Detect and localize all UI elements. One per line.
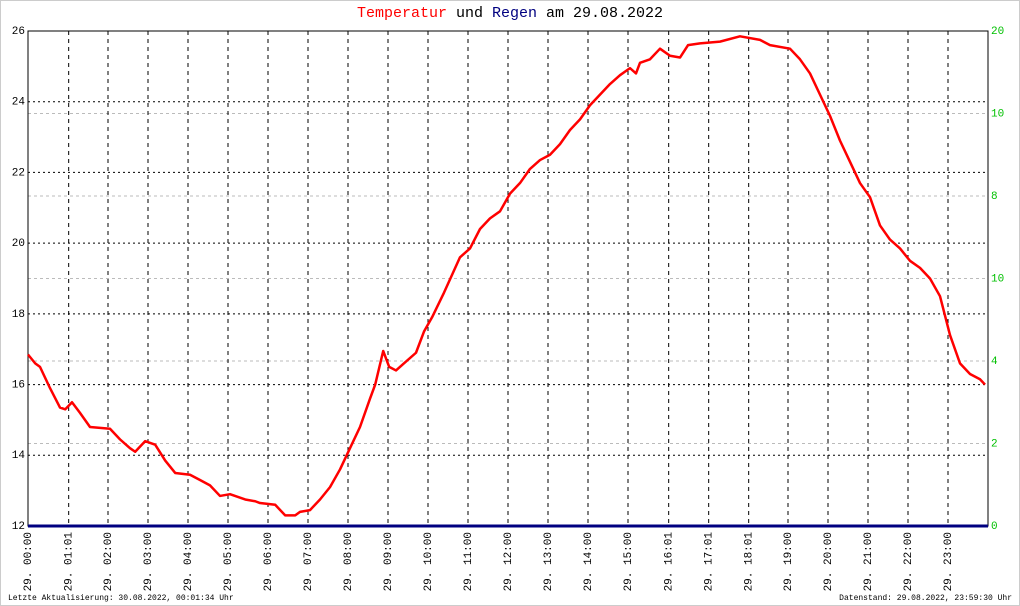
x-tick-label: 29. 02:00 bbox=[103, 532, 115, 591]
x-tick-label: 29. 16:01 bbox=[664, 532, 676, 592]
x-tick-label: 29. 12:00 bbox=[503, 532, 515, 591]
y-tick-label: 24 bbox=[12, 97, 26, 109]
y2-tick-label: 8 bbox=[991, 191, 998, 203]
title-joiner: und bbox=[456, 5, 483, 22]
x-tick-label: 29. 06:00 bbox=[263, 532, 275, 591]
x-tick-label: 29. 08:00 bbox=[343, 532, 355, 591]
footer-right: Datenstand: 29.08.2022, 23:59:30 Uhr bbox=[839, 594, 1012, 603]
y2-tick-label: 2 bbox=[991, 438, 998, 450]
y-tick-label: 18 bbox=[12, 309, 25, 321]
footer-left: Letzte Aktualisierung: 30.08.2022, 00:01… bbox=[8, 594, 234, 603]
x-tick-label: 29. 17:01 bbox=[704, 532, 716, 592]
y-tick-label: 20 bbox=[12, 238, 25, 250]
x-tick-label: 29. 22:00 bbox=[903, 532, 915, 591]
x-tick-label: 29. 18:01 bbox=[744, 532, 756, 592]
chart-title: Temperatur und Regen am 29.08.2022 bbox=[357, 5, 663, 22]
x-tick-label: 29. 07:00 bbox=[303, 532, 315, 591]
x-tick-label: 29. 20:00 bbox=[823, 532, 835, 591]
x-tick-label: 29. 03:00 bbox=[143, 532, 155, 591]
y-tick-label: 22 bbox=[12, 167, 25, 179]
y2-tick-label: 4 bbox=[991, 356, 998, 368]
title-series: Regen bbox=[492, 5, 537, 22]
title-series: Temperatur bbox=[357, 5, 447, 22]
x-tick-label: 29. 13:00 bbox=[543, 532, 555, 591]
x-tick-label: 29. 23:00 bbox=[943, 532, 955, 591]
y-tick-label: 12 bbox=[12, 521, 25, 533]
x-tick-label: 29. 00:00 bbox=[23, 532, 35, 591]
x-tick-label: 29. 11:00 bbox=[463, 532, 475, 591]
x-tick-label: 29. 04:00 bbox=[183, 532, 195, 591]
x-tick-label: 29. 09:00 bbox=[383, 532, 395, 591]
y-tick-label: 14 bbox=[12, 450, 26, 462]
y-tick-label: 16 bbox=[12, 379, 25, 391]
y2-tick-label: 0 bbox=[991, 521, 998, 533]
x-tick-label: 29. 21:00 bbox=[863, 532, 875, 591]
title-date: am 29.08.2022 bbox=[546, 5, 663, 22]
x-tick-label: 29. 15:00 bbox=[623, 532, 635, 591]
y2-tick-label: 20 bbox=[991, 26, 1004, 38]
data-line bbox=[27, 35, 986, 517]
y-tick-label: 26 bbox=[12, 26, 25, 38]
x-tick-label: 29. 01:01 bbox=[64, 532, 76, 592]
x-tick-label: 29. 14:00 bbox=[583, 532, 595, 591]
y2-tick-label: 10 bbox=[991, 273, 1004, 285]
y2-tick-label: 10 bbox=[991, 108, 1004, 120]
x-tick-label: 29. 10:00 bbox=[423, 532, 435, 591]
x-tick-label: 29. 05:00 bbox=[223, 532, 235, 591]
x-tick-label: 29. 19:00 bbox=[783, 532, 795, 591]
